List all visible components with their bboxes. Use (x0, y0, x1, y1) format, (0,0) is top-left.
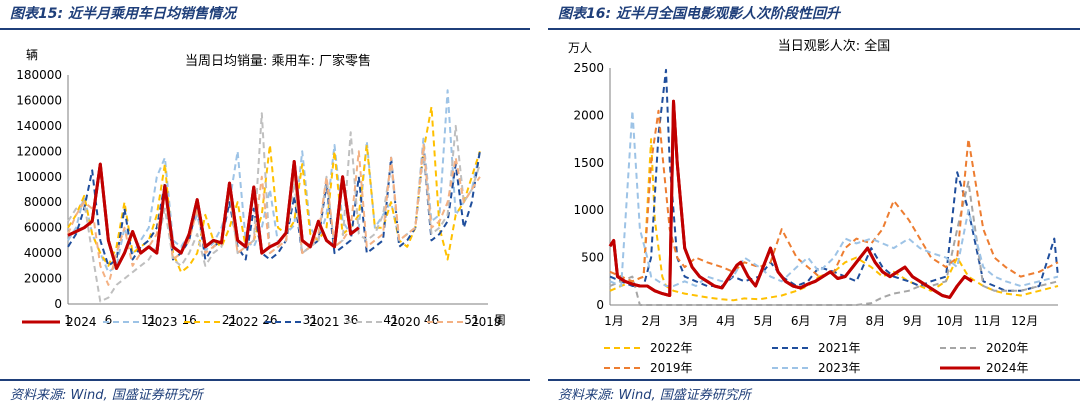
y-tick-label: 1000 (573, 203, 604, 217)
x-tick-label: 3月 (679, 314, 699, 328)
series-line-2021 (67, 150, 481, 267)
series-line-2019年 (609, 109, 1059, 283)
y-axis-unit: 万人 (568, 41, 592, 55)
title-rule (548, 28, 1080, 30)
chart-title: 当日观影人次: 全国 (778, 38, 891, 54)
x-tick-label: 41 (383, 313, 398, 327)
legend-label: 2020年 (986, 341, 1029, 355)
x-tick-label: 2月 (642, 314, 662, 328)
series-line-2022 (67, 105, 481, 274)
y-tick-label: 120000 (16, 144, 62, 158)
y-tick-label: 100000 (16, 170, 62, 184)
legend-label: 2022年 (650, 341, 693, 355)
x-axis-unit: 周 (494, 313, 506, 327)
x-tick-label: 11月 (974, 314, 1001, 328)
legend-label: 2019年 (650, 361, 693, 375)
y-tick-label: 2000 (573, 108, 604, 122)
series-line-2020年 (609, 180, 1059, 306)
y-tick-label: 20000 (24, 272, 62, 286)
x-tick-label: 12月 (1011, 314, 1038, 328)
source-note: 资料来源: Wind, 国盛证券研究所 (558, 388, 751, 403)
legend-label: 2019 (471, 315, 502, 329)
y-tick-label: 140000 (16, 119, 62, 133)
y-tick-label: 500 (581, 251, 604, 265)
y-tick-label: 1500 (573, 156, 604, 170)
series-line-highlight (608, 99, 973, 299)
box-office-chart: 当日观影人次: 全国 万人 0 500 1000 1500 2000 2500 1月 2月 3月 4月… (568, 38, 1059, 375)
x-tick-label: 9月 (903, 314, 923, 328)
legend-label: 2022 (228, 315, 259, 329)
series-line-2019 (67, 144, 481, 286)
x-tick-label: 6月 (791, 314, 811, 328)
x-tick-label: 26 (262, 313, 277, 327)
x-tick-label: 4月 (716, 314, 736, 328)
series-line-2024年 (608, 99, 973, 299)
y-axis-unit: 辆 (26, 48, 38, 62)
x-tick-label: 46 (424, 313, 439, 327)
legend-label: 2023 (147, 315, 178, 329)
figure-title: 图表15: 近半月乘用车日均销售情况 (10, 6, 236, 22)
y-tick-label: 0 (596, 298, 604, 312)
series-line-highlight (67, 160, 360, 270)
sales-chart: 当周日均销量: 乘用车: 厂家零售 辆 0 20000 40000 60000 80000 1… (16, 48, 506, 329)
x-tick-label: 6 (105, 313, 113, 327)
title-rule (0, 28, 530, 30)
source-note: 资料来源: Wind, 国盛证券研究所 (10, 388, 203, 403)
x-tick-label: 21 (222, 313, 237, 327)
left-panel: 图表15: 近半月乘用车日均销售情况 当周日均销量: 乘用车: 厂家零售 辆 0 20… (0, 0, 530, 408)
footer-rule (0, 379, 530, 381)
x-tick-label: 8月 (866, 314, 886, 328)
legend-label: 2021 (309, 315, 340, 329)
series-line-2022年 (609, 138, 1059, 302)
legend-label: 2021年 (818, 341, 861, 355)
x-tick-label: 16 (182, 313, 197, 327)
y-tick-label: 80000 (24, 195, 62, 209)
x-tick-label: 1月 (604, 314, 624, 328)
y-tick-label: 0 (54, 297, 62, 311)
x-tick-label: 51 (464, 313, 479, 327)
chart-title: 当周日均销量: 乘用车: 厂家零售 (185, 53, 371, 69)
y-tick-label: 160000 (16, 93, 62, 107)
x-tick-label: 1 (64, 313, 72, 327)
legend-label: 2024 (66, 315, 97, 329)
figure-title: 图表16: 近半月全国电影观影人次阶段性回升 (558, 6, 840, 22)
x-tick-label: 10月 (936, 314, 963, 328)
legend-label: 2024年 (986, 361, 1029, 375)
x-tick-label: 31 (303, 313, 318, 327)
legend-label: 2020 (390, 315, 421, 329)
y-tick-label: 180000 (16, 68, 62, 82)
legend-label: 2023年 (818, 361, 861, 375)
right-panel: 图表16: 近半月全国电影观影人次阶段性回升 当日观影人次: 全国 万人 0 500 1… (548, 0, 1080, 408)
x-tick-label: 36 (343, 313, 358, 327)
x-tick-label: 11 (141, 313, 156, 327)
x-tick-label: 5月 (754, 314, 774, 328)
y-tick-label: 60000 (24, 221, 62, 235)
footer-rule (548, 379, 1080, 381)
x-tick-label: 7月 (828, 314, 848, 328)
y-tick-label: 40000 (24, 246, 62, 260)
series-line-2023年 (609, 109, 1059, 287)
y-tick-label: 2500 (573, 61, 604, 75)
